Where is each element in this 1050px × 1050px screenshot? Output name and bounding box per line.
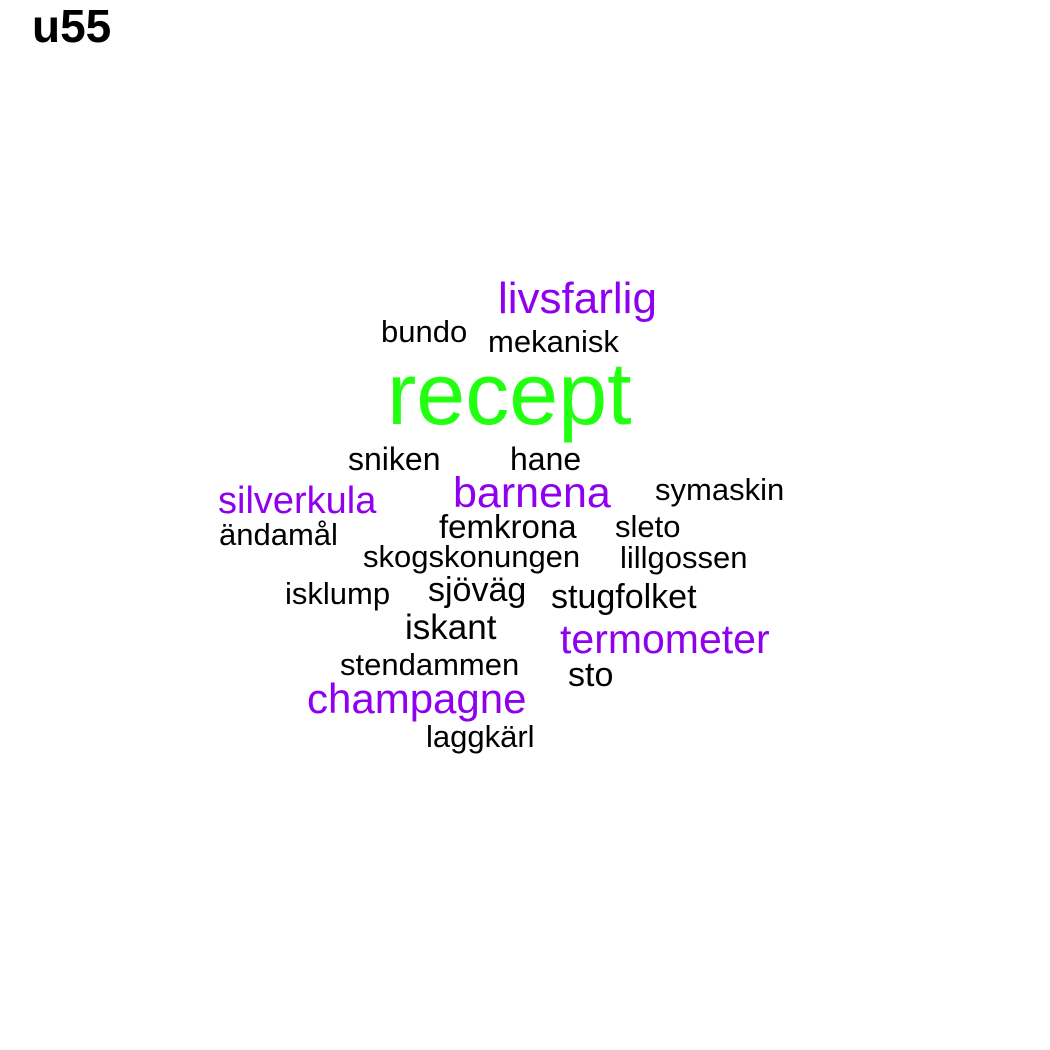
word-champagne: champagne <box>307 675 527 722</box>
word-hane: hane <box>510 441 582 477</box>
word-livsfarlig: livsfarlig <box>498 274 657 323</box>
word-iskant: iskant <box>405 608 497 647</box>
word-stendammen: stendammen <box>340 647 520 682</box>
word-sto: sto <box>568 656 614 694</box>
word-sniken: sniken <box>348 441 441 477</box>
word-isklump: isklump <box>285 576 391 611</box>
word-recept: recept <box>387 344 632 443</box>
word-silverkula: silverkula <box>218 480 377 522</box>
word-sjovag: sjöväg <box>428 571 527 609</box>
word-barnena: barnena <box>453 469 611 517</box>
word-laggkarl: laggkärl <box>426 719 535 754</box>
word-femkrona: femkrona <box>439 508 577 545</box>
word-mekanisk: mekanisk <box>488 324 619 359</box>
word-termometer: termometer <box>560 616 770 662</box>
word-bundo: bundo <box>381 314 468 349</box>
page-title: u55 <box>32 0 112 52</box>
word-andamal: ändamål <box>219 517 338 552</box>
word-sleto: sleto <box>615 509 681 544</box>
word-skogskonungen: skogskonungen <box>363 539 581 574</box>
word-symaskin: symaskin <box>655 472 785 507</box>
word-lillgossen: lillgossen <box>620 540 748 575</box>
word-stugfolket: stugfolket <box>551 578 697 616</box>
